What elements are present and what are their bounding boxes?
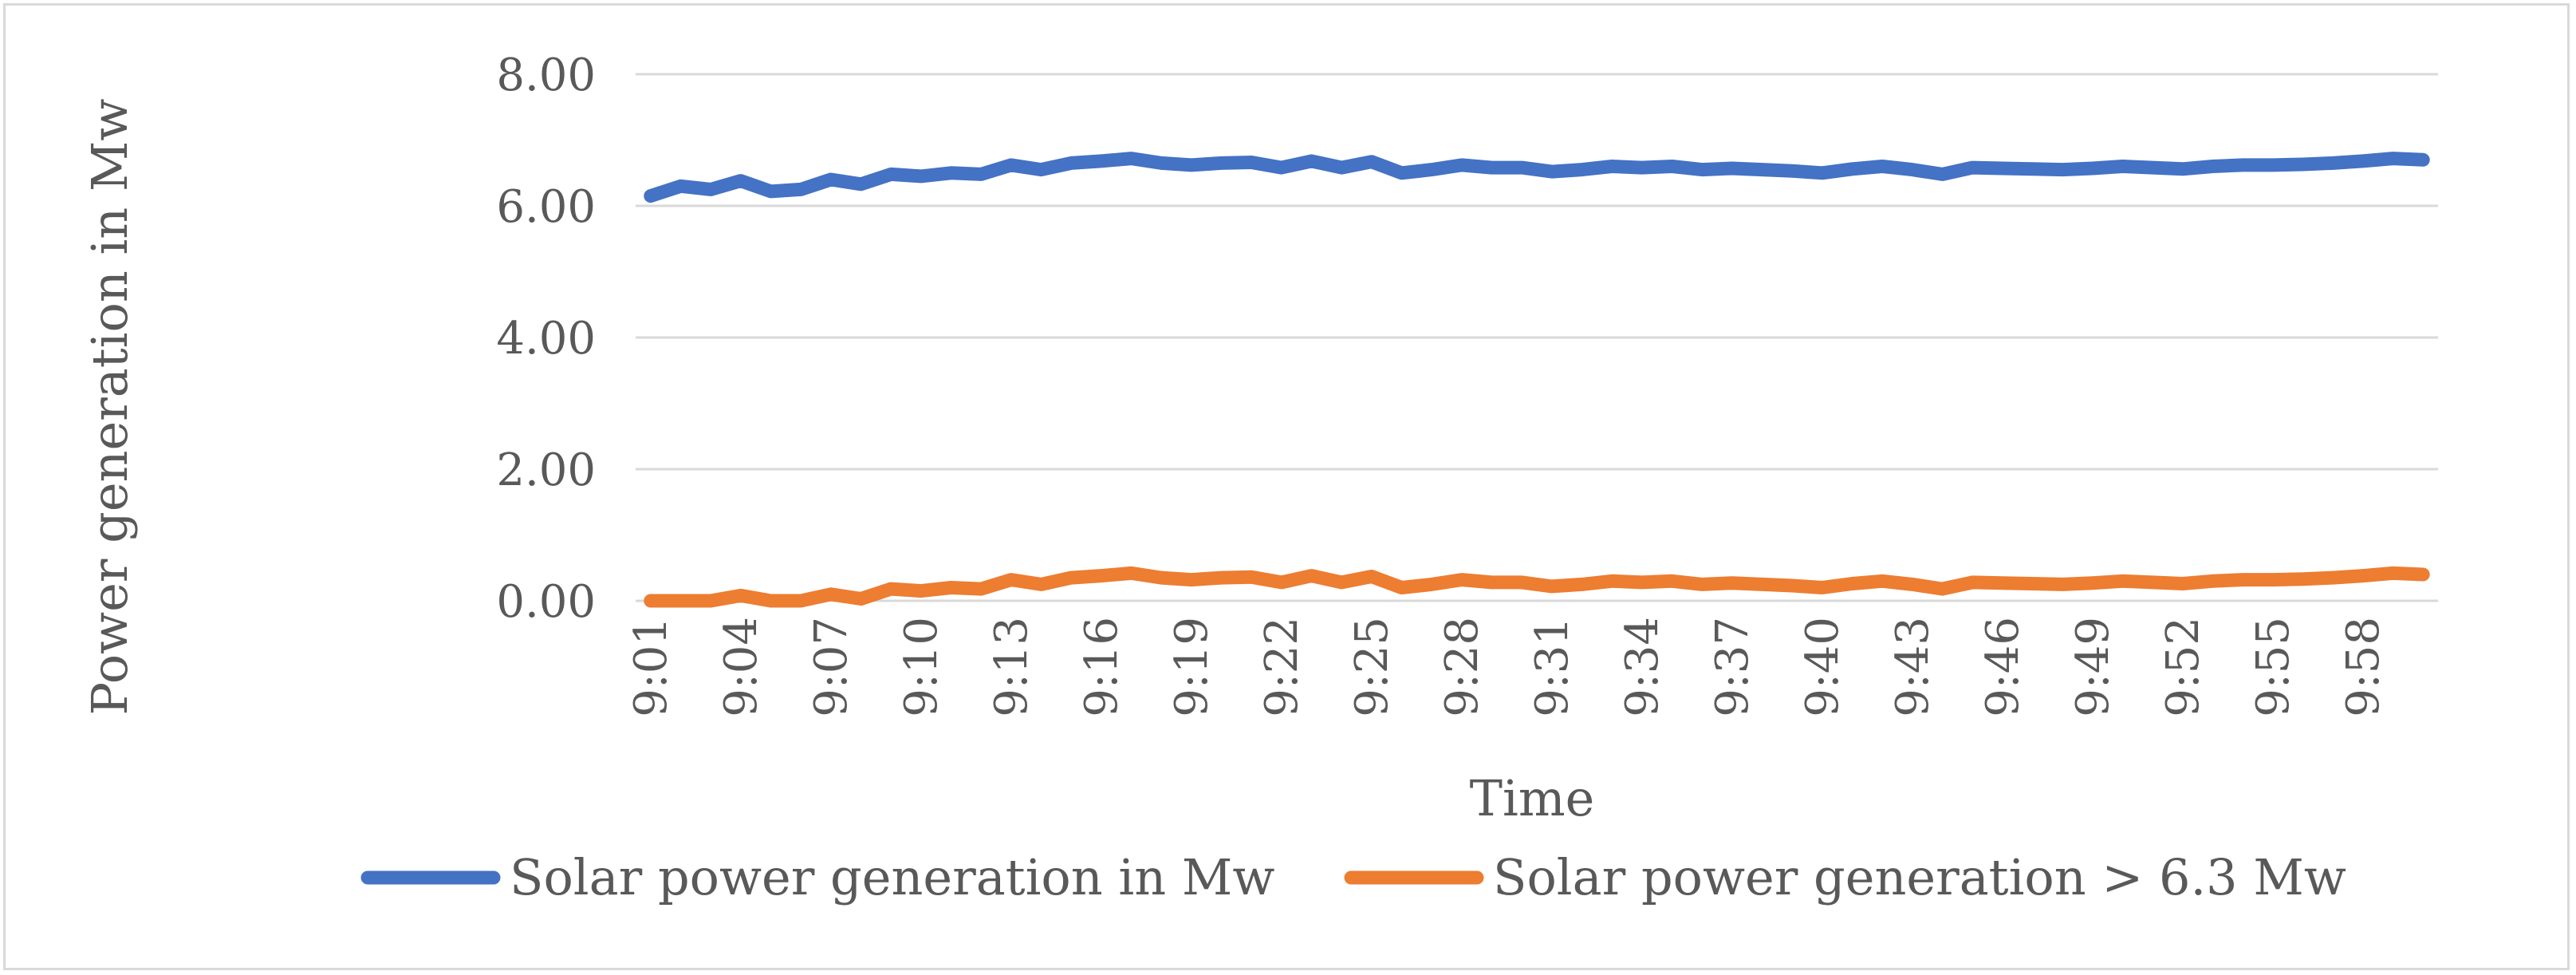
x-tick-label: 9:04: [715, 617, 767, 717]
y-tick-label: 8.00: [496, 49, 596, 101]
series-lines: [644, 152, 2430, 608]
y-tick-label: 2.00: [496, 444, 596, 496]
x-tick-label: 9:37: [1707, 617, 1759, 717]
x-tick-label: 9:46: [1977, 617, 2029, 717]
x-tick-label: 9:58: [2338, 617, 2389, 717]
x-tick-label: 9:55: [2247, 617, 2299, 717]
x-tick-label: 9:16: [1076, 617, 1128, 717]
gridlines: [636, 73, 2438, 471]
x-tick-label: 9:01: [625, 617, 677, 717]
y-tick-label: 4.00: [496, 313, 596, 365]
y-axis-ticks: 0.00 2.00 4.00 6.00 8.00: [496, 49, 596, 628]
legend-label-1: Solar power generation in Mw: [510, 848, 1274, 906]
x-tick-label: 9:40: [1797, 617, 1849, 717]
x-tick-label: 9:28: [1436, 617, 1488, 717]
x-tick-label: 9:19: [1166, 617, 1218, 717]
x-tick-label: 9:52: [2157, 617, 2209, 717]
x-tick-label: 9:10: [896, 617, 947, 717]
x-tick-label: 9:22: [1256, 617, 1308, 717]
x-tick-label: 9:13: [986, 617, 1038, 717]
x-tick-label: 9:49: [2067, 617, 2119, 717]
series-line-2: [644, 566, 2430, 608]
y-axis-title: Power generation in Mw: [81, 99, 139, 716]
x-tick-label: 9:43: [1887, 617, 1939, 717]
x-tick-label: 9:34: [1617, 617, 1668, 717]
x-tick-label: 9:25: [1346, 617, 1398, 717]
y-tick-label: 0.00: [496, 576, 596, 628]
x-tick-label: 9:07: [805, 617, 857, 717]
legend-label-2: Solar power generation > 6.3 Mw: [1493, 848, 2346, 906]
x-axis-ticks: 9:01 9:04 9:07 9:10 9:13 9:16 9:19 9:22 9:25 9:28…: [625, 617, 2389, 717]
legend: Solar power generation in Mw Solar power …: [360, 848, 2346, 906]
y-tick-label: 6.00: [496, 181, 596, 233]
line-chart: 0.00 2.00 4.00 6.00 8.00 9:01 9:04 9:07 9:10 9:1…: [81, 49, 2438, 906]
x-tick-label: 9:31: [1526, 617, 1578, 717]
chart-frame: 0.00 2.00 4.00 6.00 8.00 9:01 9:04 9:07 9:10 9:1…: [3, 3, 2570, 970]
x-axis-title: Time: [1470, 769, 1595, 827]
series-line-1: [644, 152, 2430, 203]
